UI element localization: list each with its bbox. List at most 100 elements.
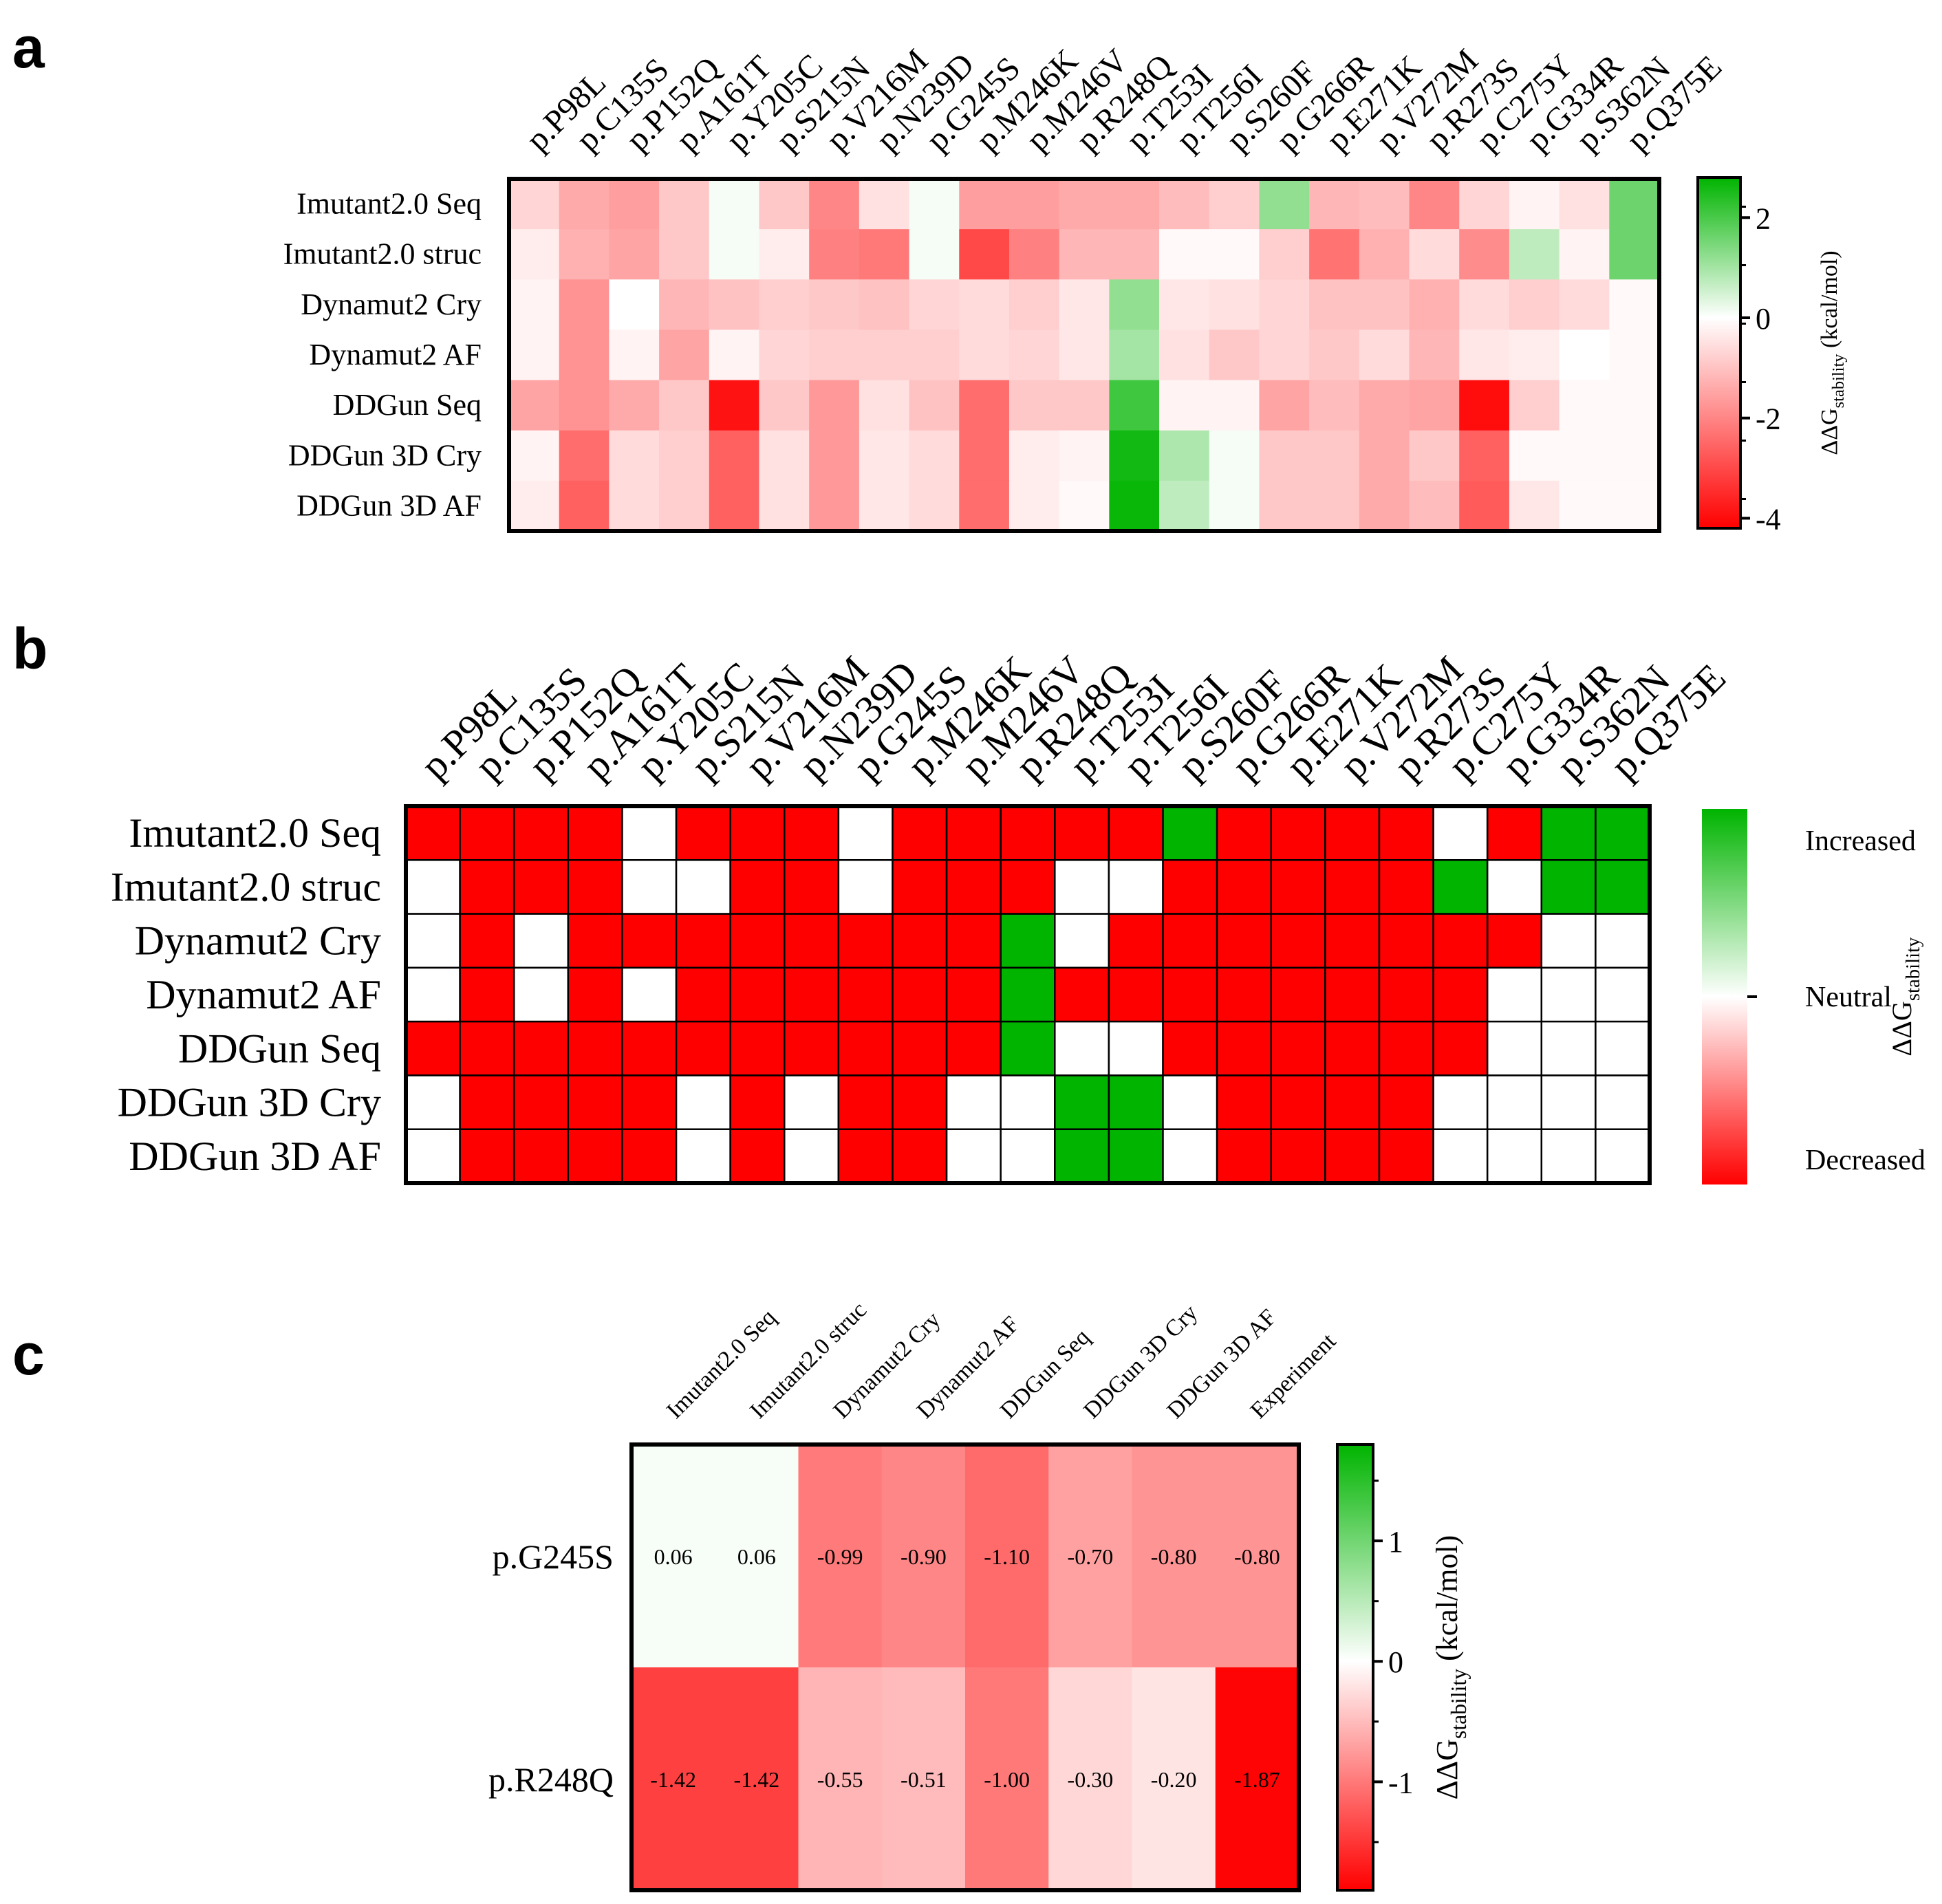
heatmap-cell: [1259, 329, 1310, 381]
heatmap-cell: [509, 279, 560, 331]
heatmap-cell: [1209, 279, 1260, 331]
heatmap-cell: [759, 279, 810, 331]
heatmap-cell: [1162, 1074, 1218, 1130]
colorbar-title: ΔΔGstability (kcal/mol): [1430, 1535, 1471, 1800]
heatmap-cell: [1509, 279, 1560, 331]
heatmap-cell: [1378, 1020, 1434, 1077]
cell-value-label: -0.55: [817, 1767, 863, 1792]
row-label: Dynamut2 AF: [146, 972, 381, 1017]
colorbar-tick-label: Neutral: [1805, 982, 1892, 1013]
heatmap-cell: [1409, 380, 1460, 431]
heatmap-cell: [1008, 430, 1060, 482]
heatmap-cell: [404, 966, 461, 1023]
heatmap-cell: [959, 480, 1010, 532]
heatmap-cell: [1054, 1074, 1110, 1130]
heatmap-cell: [1324, 1074, 1381, 1130]
heatmap-cell: [1309, 179, 1360, 230]
panel-a-heatmap: Imutant2.0 Seq Imutant2.0 struc Dynamut2 C…: [283, 42, 1848, 536]
heatmap-cell: [809, 229, 860, 280]
heatmap-cell: [621, 966, 678, 1023]
cell-value-label: -0.80: [1151, 1544, 1197, 1569]
cell-value-label: -0.99: [817, 1544, 863, 1569]
heatmap-cell: [1540, 859, 1597, 915]
heatmap-cell: [1270, 913, 1326, 969]
heatmap-cell: [1048, 1445, 1133, 1668]
heatmap-cell: [1359, 480, 1410, 532]
heatmap-cell: [784, 1128, 840, 1184]
heatmap-cell: [1486, 1020, 1543, 1077]
cell-value-label: -1.00: [984, 1767, 1030, 1792]
heatmap-cell: [1309, 430, 1360, 482]
heatmap-cell: [1259, 279, 1310, 331]
heatmap-cell: [1270, 805, 1326, 861]
heatmap-cell: [559, 279, 609, 331]
heatmap-cell: [1378, 859, 1434, 915]
heatmap-cell: [513, 1074, 570, 1130]
heatmap-cell: [1540, 913, 1597, 969]
heatmap-cell: [909, 430, 960, 482]
heatmap-cell: [459, 1020, 515, 1077]
heatmap-cell: [1109, 179, 1160, 230]
heatmap-cell: [1270, 966, 1326, 1023]
colorbar-tick-label: 1: [1388, 1525, 1403, 1559]
heatmap-cell: [1108, 966, 1164, 1023]
heatmap-cell: [1324, 1128, 1381, 1184]
row-label: Imutant2.0 Seq: [129, 810, 381, 856]
heatmap-cell: [1609, 179, 1660, 230]
heatmap-cell: [1559, 480, 1610, 532]
heatmap-cell: [1008, 229, 1060, 280]
cell-value-label: -1.87: [1234, 1767, 1280, 1792]
heatmap-cell: [709, 229, 760, 280]
heatmap-cell: [1509, 430, 1560, 482]
heatmap-cell: [1559, 329, 1610, 381]
heatmap-cell: [1324, 859, 1381, 915]
heatmap-cell: [1432, 1074, 1489, 1130]
heatmap-cell: [729, 805, 786, 861]
heatmap-cell: [965, 1445, 1049, 1668]
colorbar-tick-label: -2: [1756, 402, 1781, 436]
heatmap-cell: [1008, 179, 1060, 230]
heatmap-cell: [567, 913, 623, 969]
heatmap-cell: [1209, 329, 1260, 381]
heatmap-cell: [892, 1020, 948, 1077]
heatmap-cell: [1054, 1020, 1110, 1077]
heatmap-cell: [881, 1667, 966, 1891]
heatmap-cell: [1409, 329, 1460, 381]
heatmap-cell: [809, 480, 860, 532]
heatmap-cell: [1509, 380, 1560, 431]
heatmap-cell: [1059, 179, 1110, 230]
heatmap-cell: [1108, 805, 1164, 861]
heatmap-cell: [837, 805, 894, 861]
heatmap-cell: [675, 1074, 731, 1130]
heatmap-frame: [507, 177, 1661, 533]
heatmap-cell: [609, 279, 660, 331]
heatmap-cell: [609, 329, 660, 381]
heatmap-cell: [1309, 329, 1360, 381]
row-label: p.R248Q: [488, 1760, 614, 1799]
heatmap-cell: [559, 329, 609, 381]
heatmap-cell: [709, 279, 760, 331]
heatmap-cell: [1000, 859, 1056, 915]
heatmap-cell: [1109, 380, 1160, 431]
row-label: DDGun 3D Cry: [118, 1080, 381, 1125]
heatmap-cell: [621, 1128, 678, 1184]
heatmap-cell: [1378, 913, 1434, 969]
heatmap-cell: [859, 480, 910, 532]
heatmap-cell: [459, 1128, 515, 1184]
heatmap-cell: [1540, 805, 1597, 861]
row-label: Imutant2.0 Seq: [296, 187, 482, 221]
heatmap-cell: [1409, 480, 1460, 532]
heatmap-cell: [798, 1445, 883, 1668]
heatmap-cell: [1000, 1074, 1056, 1130]
heatmap-cell: [509, 380, 560, 431]
heatmap-cell: [1559, 430, 1610, 482]
heatmap-cell: [715, 1445, 799, 1668]
heatmap-cell: [1215, 1445, 1299, 1668]
heatmap-cell: [659, 279, 710, 331]
heatmap-cell: [837, 966, 894, 1023]
heatmap-cell: [1000, 1128, 1056, 1184]
heatmap-cell: [837, 859, 894, 915]
row-label: DDGun Seq: [178, 1026, 381, 1071]
heatmap-cell: [1108, 1128, 1164, 1184]
heatmap-cell: [1432, 859, 1489, 915]
